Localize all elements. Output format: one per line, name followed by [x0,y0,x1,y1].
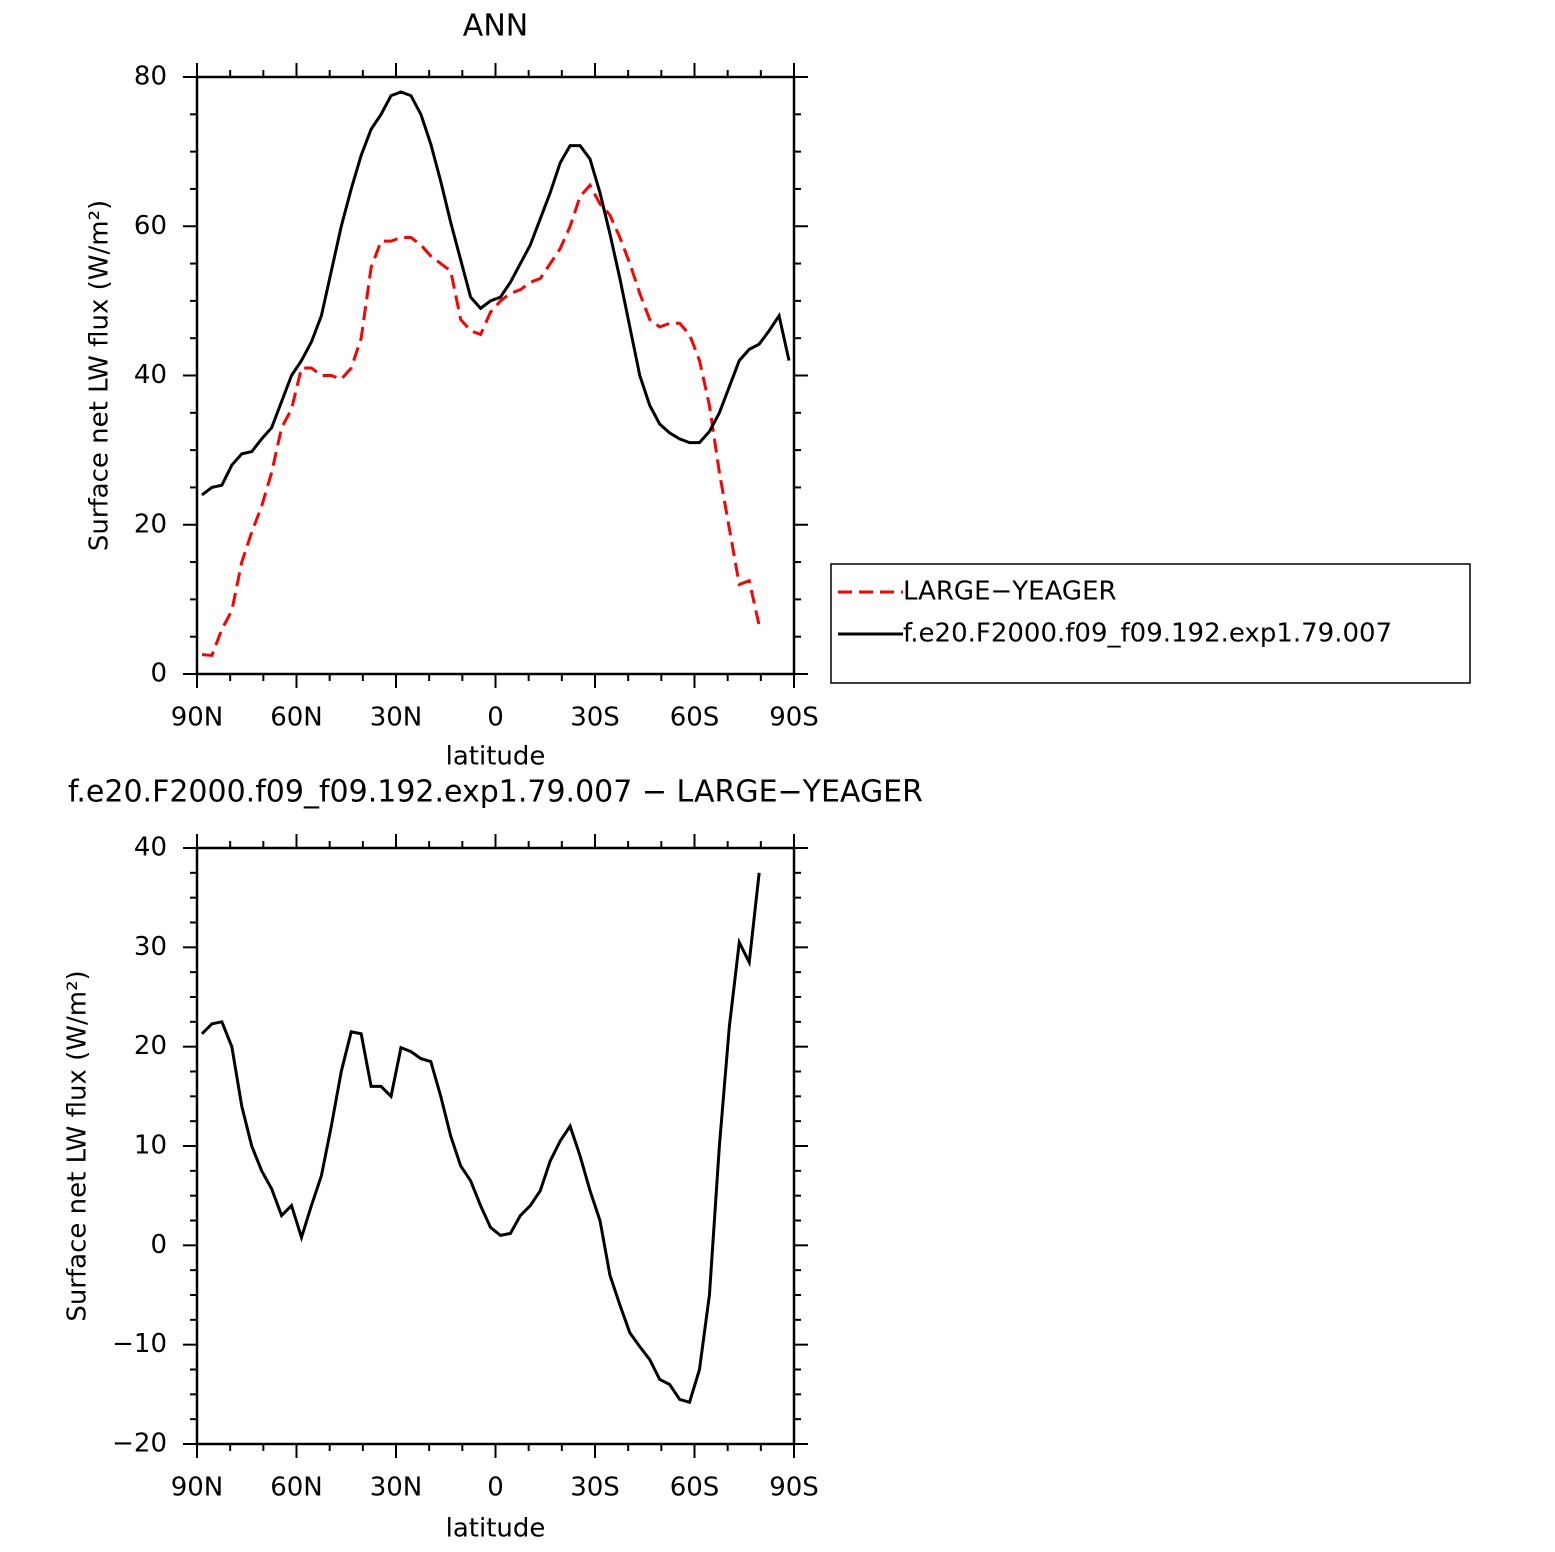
x-tick-label: 0 [487,703,504,733]
legend-label: LARGE−YEAGER [903,577,1117,607]
y-tick-label: 0 [150,659,167,689]
x-tick-label: 60N [270,1473,323,1503]
x-tick-label: 60S [670,703,720,733]
y-tick-label: 20 [134,509,167,539]
y-tick-label: 10 [134,1131,167,1161]
y-tick-label: 20 [134,1031,167,1061]
x-axis-label: latitude [446,742,546,772]
x-tick-label: 60S [670,1473,720,1503]
y-tick-label: −20 [112,1429,167,1459]
y-tick-label: 40 [134,833,167,863]
x-tick-label: 90S [769,703,819,733]
x-tick-label: 30N [370,1473,423,1503]
y-tick-label: 60 [134,211,167,241]
y-tick-label: 80 [134,62,167,92]
legend-box [830,563,1471,684]
x-axis-label: latitude [446,1514,546,1544]
legend-label: f.e20.F2000.f09_f09.192.exp1.79.007 [903,619,1392,649]
y-tick-label: 0 [150,1230,167,1260]
y-tick-label: −10 [112,1329,167,1359]
x-tick-label: 60N [270,703,323,733]
data-line [201,182,761,657]
x-tick-label: 30N [370,703,423,733]
plot-frame [195,75,796,676]
x-tick-label: 0 [487,1473,504,1503]
chart-title: ANN [463,9,528,44]
x-tick-label: 90S [769,1473,819,1503]
y-axis-label: Surface net LW flux (W/m²) [63,970,93,1321]
chart-title: f.e20.F2000.f09_f09.192.exp1.79.007 − LA… [68,775,923,810]
data-line [200,872,761,1405]
plot-frame [195,846,796,1446]
y-axis-label: Surface net LW flux (W/m²) [85,200,115,551]
x-tick-label: 30S [570,703,620,733]
x-tick-label: 30S [570,1473,620,1503]
x-tick-label: 90N [171,1473,224,1503]
data-line [201,90,791,497]
y-tick-label: 30 [134,932,167,962]
x-tick-label: 90N [171,703,224,733]
y-tick-label: 40 [134,360,167,390]
